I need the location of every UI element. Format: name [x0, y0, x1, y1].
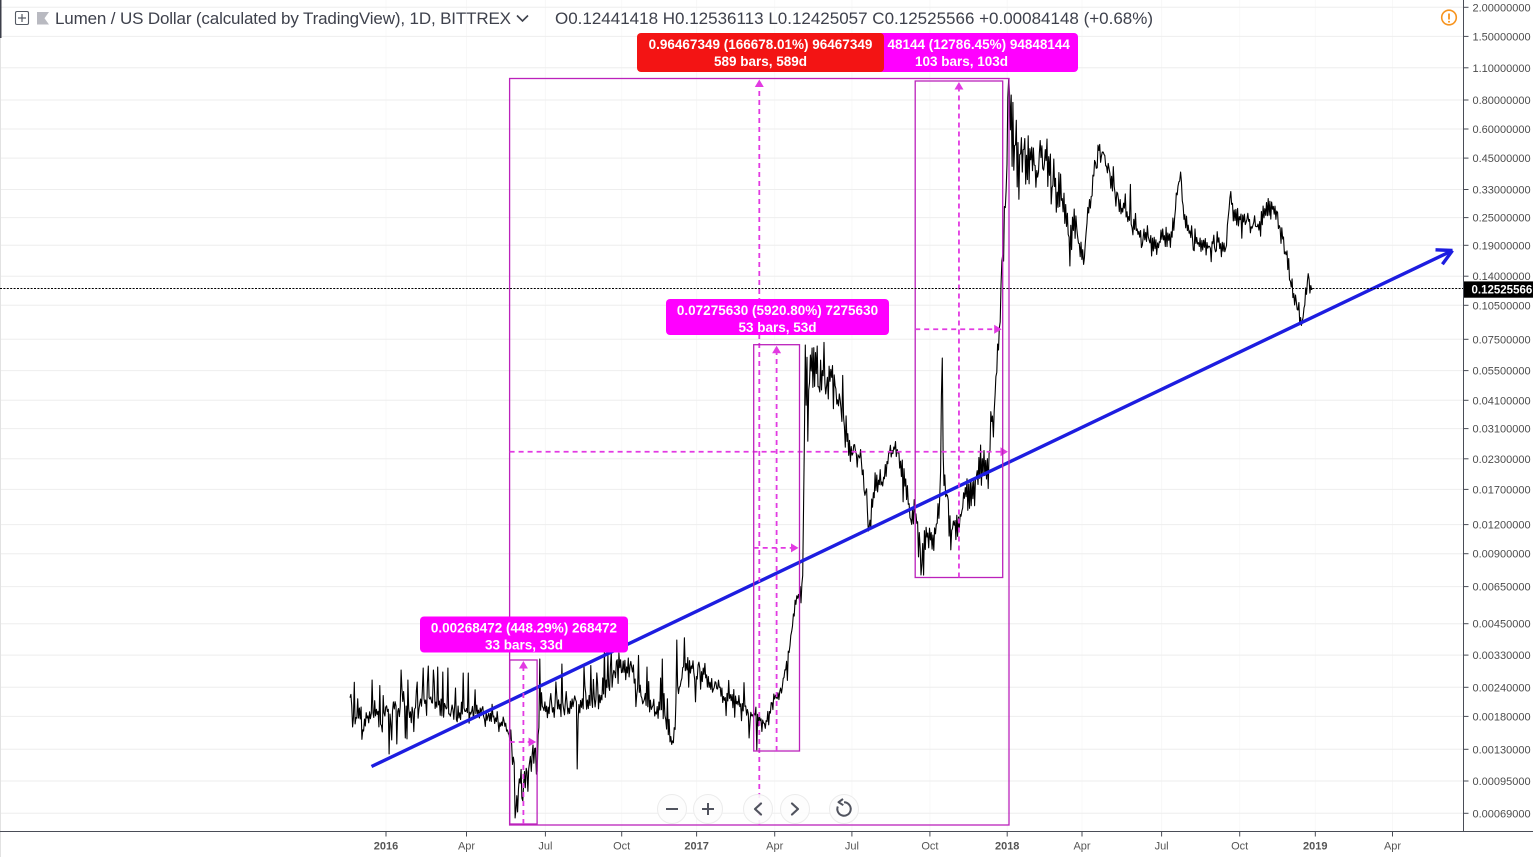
- svg-text:0.00180000: 0.00180000: [1473, 711, 1531, 723]
- svg-text:Oct: Oct: [613, 841, 630, 853]
- svg-text:0.33000000: 0.33000000: [1473, 185, 1531, 197]
- svg-text:0.03100000: 0.03100000: [1473, 424, 1531, 436]
- svg-text:0.01700000: 0.01700000: [1473, 484, 1531, 496]
- svg-text:0.14000000: 0.14000000: [1473, 271, 1531, 283]
- svg-text:0.04100000: 0.04100000: [1473, 395, 1531, 407]
- svg-text:2016: 2016: [374, 841, 398, 853]
- svg-text:Apr: Apr: [766, 841, 783, 853]
- svg-text:53 bars, 53d: 53 bars, 53d: [738, 320, 816, 335]
- svg-text:103 bars, 103d: 103 bars, 103d: [915, 54, 1008, 69]
- svg-text:Oct: Oct: [1231, 841, 1248, 853]
- svg-text:1.10000000: 1.10000000: [1473, 63, 1531, 75]
- svg-text:589 bars, 589d: 589 bars, 589d: [714, 54, 807, 69]
- svg-text:0.00650000: 0.00650000: [1473, 582, 1531, 594]
- svg-text:2.00000000: 2.00000000: [1473, 2, 1531, 14]
- svg-text:0.00095000: 0.00095000: [1473, 776, 1531, 788]
- svg-text:0.00900000: 0.00900000: [1473, 549, 1531, 561]
- svg-text:0.19000000: 0.19000000: [1473, 240, 1531, 252]
- svg-text:2019: 2019: [1303, 841, 1327, 853]
- svg-text:0.07500000: 0.07500000: [1473, 334, 1531, 346]
- svg-text:0.00130000: 0.00130000: [1473, 744, 1531, 756]
- svg-text:0.60000000: 0.60000000: [1473, 124, 1531, 136]
- svg-text:Jul: Jul: [1155, 841, 1169, 853]
- svg-text:Apr: Apr: [458, 841, 475, 853]
- svg-text:0.00069000: 0.00069000: [1473, 808, 1531, 820]
- svg-text:Jul: Jul: [538, 841, 552, 853]
- svg-text:33 bars, 33d: 33 bars, 33d: [485, 638, 563, 653]
- svg-text:Jul: Jul: [845, 841, 859, 853]
- svg-text:0.96467349 (166678.01%) 964673: 0.96467349 (166678.01%) 96467349: [649, 37, 873, 52]
- svg-text:0.01200000: 0.01200000: [1473, 520, 1531, 532]
- svg-text:0.10500000: 0.10500000: [1473, 300, 1531, 312]
- svg-text:0.00330000: 0.00330000: [1473, 650, 1531, 662]
- svg-text:0.80000000: 0.80000000: [1473, 95, 1531, 107]
- svg-text:48144 (12786.45%) 94848144: 48144 (12786.45%) 94848144: [888, 37, 1071, 52]
- svg-text:Apr: Apr: [1384, 841, 1401, 853]
- svg-text:0.45000000: 0.45000000: [1473, 153, 1531, 165]
- svg-text:1.50000000: 1.50000000: [1473, 31, 1531, 43]
- svg-text:Apr: Apr: [1073, 841, 1090, 853]
- svg-text:0.05500000: 0.05500000: [1473, 366, 1531, 378]
- svg-text:Lumen / US Dollar (calculated: Lumen / US Dollar (calculated by Trading…: [55, 9, 511, 28]
- svg-text:0.00268472 (448.29%) 268472: 0.00268472 (448.29%) 268472: [431, 621, 617, 636]
- svg-text:2017: 2017: [684, 841, 708, 853]
- svg-text:0.00450000: 0.00450000: [1473, 619, 1531, 631]
- svg-text:0.02300000: 0.02300000: [1473, 454, 1531, 466]
- svg-text:O0.12441418 H0.12536113 L0.1: O0.12441418 H0.12536113 L0.12425057 C0.1…: [555, 9, 1153, 28]
- svg-text:2018: 2018: [995, 841, 1019, 853]
- svg-text:0.07275630 (5920.80%) 7275630: 0.07275630 (5920.80%) 7275630: [677, 303, 878, 318]
- svg-text:Oct: Oct: [921, 841, 938, 853]
- svg-text:0.00240000: 0.00240000: [1473, 682, 1531, 694]
- svg-text:0.25000000: 0.25000000: [1473, 213, 1531, 225]
- svg-text:0.12525566: 0.12525566: [1472, 285, 1533, 297]
